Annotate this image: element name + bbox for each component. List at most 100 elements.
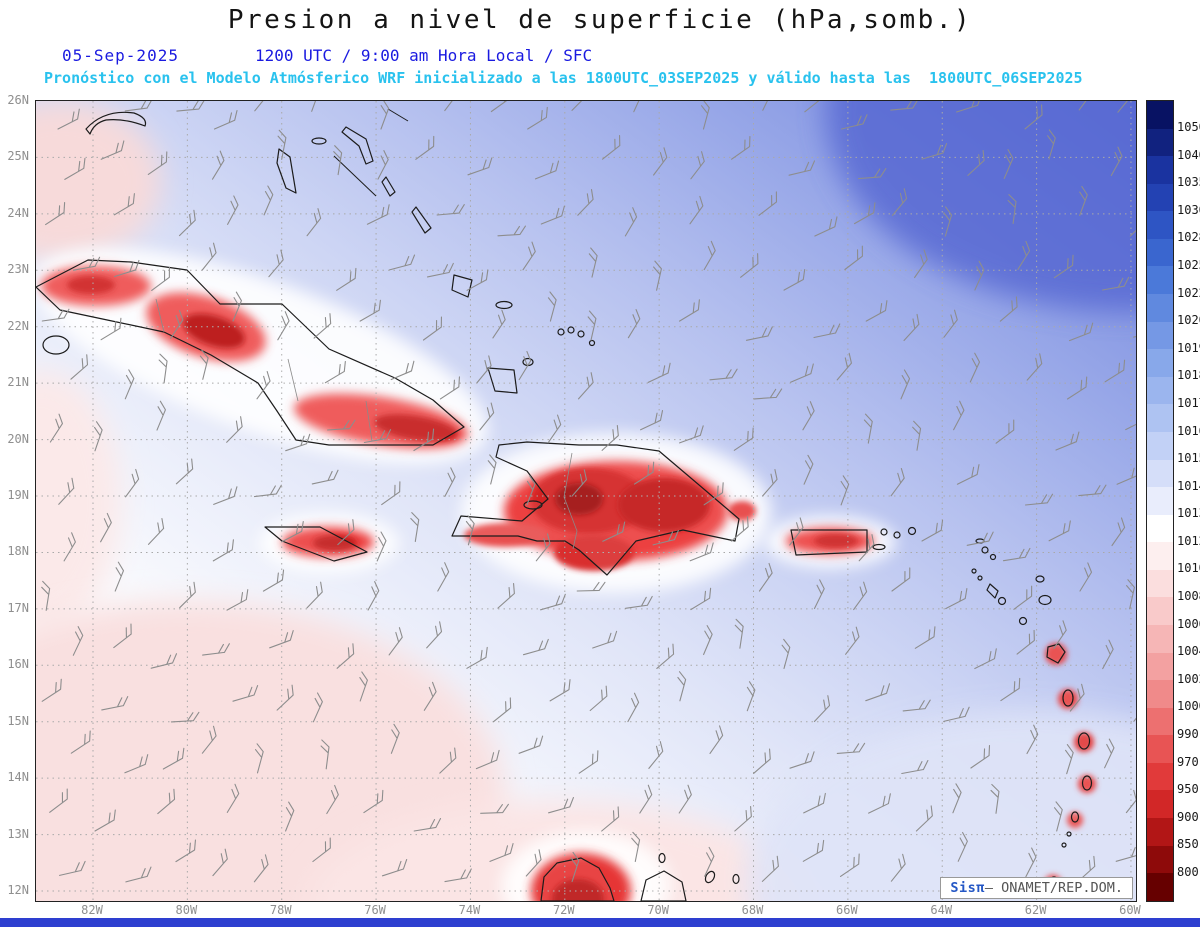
colorbar-segment <box>1147 238 1173 267</box>
colorbar-segment <box>1147 211 1173 239</box>
lon-tick-label: 62W <box>1024 903 1047 917</box>
graticule <box>36 101 1136 901</box>
lat-tick-label: 12N <box>7 883 29 898</box>
map-area: Sisπ– ONAMET/REP.DOM. <box>35 100 1137 902</box>
colorbar-level-label: 1004 <box>1177 644 1200 659</box>
lat-tick-label: 25N <box>7 149 29 164</box>
colorbar-level-label: 1015 <box>1177 451 1200 466</box>
lat-tick-label: 13N <box>7 826 29 841</box>
forecast-time: 1200 UTC / 9:00 am Hora Local / SFC <box>254 46 593 65</box>
colorbar-level-label: 1012 <box>1177 533 1200 548</box>
colorbar-segment <box>1147 376 1173 405</box>
lat-tick-label: 19N <box>7 488 29 502</box>
colorbar-level-label: 1030 <box>1177 202 1200 217</box>
colorbar-level-label: 1028 <box>1177 230 1200 245</box>
lat-tick-label: 15N <box>7 713 29 728</box>
thin-island-chains <box>333 108 409 197</box>
lon-tick-label: 70W <box>647 903 669 917</box>
lat-tick-label: 18N <box>7 544 29 559</box>
colorbar-segment <box>1147 404 1173 432</box>
colorbar-level-label: 900 <box>1177 809 1199 824</box>
isla-juventud-coastline <box>42 335 70 355</box>
lat-axis: 26N 25N 24N 23N 22N 21N 20N 19N 18N 17N 16N 15N 14N 1… <box>0 93 33 900</box>
gonave-island <box>523 500 543 510</box>
colorbar-segment <box>1147 680 1173 708</box>
lon-tick-label: 82W <box>81 903 103 917</box>
lat-tick-label: 17N <box>7 600 29 615</box>
colorbar-segment <box>1147 597 1173 625</box>
colorbar-segment <box>1147 514 1173 543</box>
colorbar-level-label: 1010 <box>1177 561 1200 576</box>
lon-tick-label: 74W <box>458 903 481 917</box>
pressure-map-canvas <box>36 101 1136 901</box>
colorbar-level-label: 850 <box>1177 837 1199 852</box>
colorbar <box>1146 100 1174 902</box>
datetime-row: 05-Sep-2025 1200 UTC / 9:00 am Hora Loca… <box>62 46 592 65</box>
lat-tick-label: 24N <box>7 205 29 220</box>
colorbar-level-label: 970 <box>1177 754 1199 769</box>
lat-tick-label: 16N <box>7 657 29 672</box>
colorbar-segment <box>1147 569 1173 598</box>
sispi-logo: Sisπ <box>950 880 985 896</box>
colorbar-segment <box>1147 294 1173 322</box>
lat-tick-label: 14N <box>7 770 29 785</box>
south-american-coast <box>540 852 740 901</box>
colorbar-segment <box>1147 431 1173 460</box>
lon-tick-label: 68W <box>741 903 764 917</box>
jamaica-coastline <box>264 526 368 562</box>
low-pressure-red-cells <box>41 266 1096 901</box>
lat-tick-label: 22N <box>7 318 29 333</box>
lon-axis: 82W 80W 78W 76W 74W 72W 70W 68W 66W 64W 62W 60W <box>35 903 1141 919</box>
colorbar-segment <box>1147 818 1173 846</box>
forecast-date: 05-Sep-2025 <box>62 46 179 65</box>
colorbar-level-label: 1008 <box>1177 589 1200 604</box>
lon-tick-label: 60W <box>1119 903 1141 917</box>
puerto-rico-coastline <box>790 529 868 556</box>
model-init-info: Pronóstico con el Modelo Atmósferico WRF… <box>44 69 1083 87</box>
colorbar-level-label: 1006 <box>1177 616 1200 631</box>
colorbar-level-label: 1016 <box>1177 423 1200 438</box>
wind-barbs <box>41 101 1136 883</box>
colorbar-segment <box>1147 624 1173 653</box>
colorbar-segment <box>1147 321 1173 350</box>
lon-tick-label: 64W <box>930 903 953 917</box>
colorbar-level-label: 1035 <box>1177 175 1200 190</box>
colorbar-segment <box>1147 873 1173 901</box>
colorbar-level-label: 1025 <box>1177 258 1200 273</box>
colorbar-labels: 1050 1040 1035 1030 1028 1025 1022 1020 1019 1018… <box>1177 100 1200 900</box>
internal-borders <box>155 298 578 550</box>
colorbar-level-label: 1050 <box>1177 120 1200 135</box>
colorbar-level-label: 1017 <box>1177 395 1200 410</box>
colorbar-segment <box>1147 349 1173 377</box>
colorbar-level-label: 1019 <box>1177 340 1200 355</box>
colorbar-segment <box>1147 266 1173 295</box>
watermark: Sisπ– ONAMET/REP.DOM. <box>940 877 1133 899</box>
lat-tick-label: 20N <box>7 431 29 446</box>
vieques-island <box>872 543 886 551</box>
colorbar-level-label: 1014 <box>1177 478 1200 493</box>
hispaniola-coastline <box>451 441 740 576</box>
page-title: Presion a nivel de superficie (hPa,somb.… <box>227 5 973 35</box>
lat-tick-label: 26N <box>7 93 29 107</box>
colorbar-level-label: 1013 <box>1177 506 1200 521</box>
lat-tick-label: 23N <box>7 262 29 277</box>
colorbar-segment <box>1147 845 1173 874</box>
colorbar-scale <box>1147 101 1173 901</box>
colorbar-level-label: 1018 <box>1177 368 1200 383</box>
colorbar-segment <box>1147 183 1173 212</box>
lon-tick-label: 78W <box>269 903 292 917</box>
colorbar-segment <box>1147 487 1173 515</box>
colorbar-level-label: 950 <box>1177 782 1199 797</box>
colorbar-segment <box>1147 735 1173 763</box>
colorbar-level-label: 1002 <box>1177 671 1200 686</box>
coastlines <box>36 111 1093 901</box>
colorbar-segment <box>1147 128 1173 157</box>
colorbar-segment <box>1147 762 1173 791</box>
florida-keys <box>85 111 147 135</box>
bahamas-islands <box>276 126 596 394</box>
colorbar-segment <box>1147 542 1173 570</box>
lon-tick-label: 80W <box>175 903 198 917</box>
lat-tick-label: 21N <box>7 375 29 390</box>
lon-tick-label: 76W <box>364 903 386 917</box>
